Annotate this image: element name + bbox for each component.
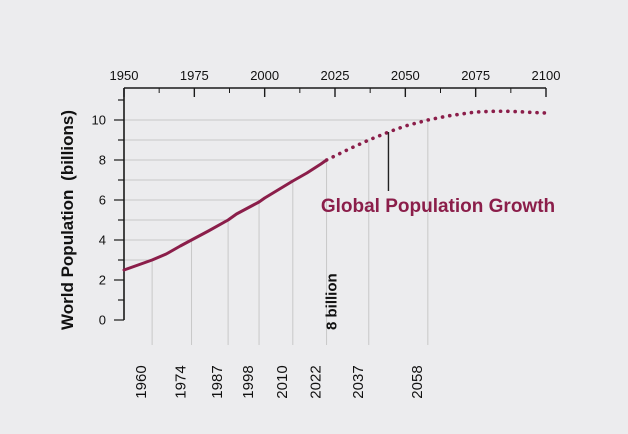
x-tick-label-2000: 2000 (250, 68, 279, 83)
y-axis-label-unit: (billions) (58, 110, 77, 181)
x-tick-label-2100: 2100 (532, 68, 561, 83)
x-axis-ticks: 1950 1975 2000 2025 2050 2075 2100 (110, 68, 561, 97)
annotation-group: Global Population Growth (321, 132, 555, 217)
y-tick-label-0: 0 (99, 313, 106, 328)
series-line-historical (122, 158, 329, 272)
x-tick-label-2075: 2075 (461, 68, 490, 83)
y-tick-label-2: 2 (99, 273, 106, 288)
y-axis-label-main: World Population (58, 190, 77, 330)
milestone-highlight-label: 8 billion (324, 273, 341, 330)
series-line-projection (324, 109, 548, 162)
series-group (122, 109, 548, 272)
milestone-labels: 1960 1974 1987 1998 2010 2022 2037 2058 8 billio… (133, 273, 426, 398)
milestone-year-1998: 1998 (240, 365, 257, 398)
y-tick-label-6: 6 (99, 193, 106, 208)
milestone-year-2022: 2022 (308, 365, 325, 398)
milestone-year-1960: 1960 (133, 365, 150, 398)
milestone-year-1974: 1974 (173, 365, 190, 398)
milestone-year-1987: 1987 (209, 365, 226, 398)
annotation-label: Global Population Growth (321, 196, 555, 217)
x-tick-label-2025: 2025 (321, 68, 350, 83)
milestone-year-2037: 2037 (350, 365, 367, 398)
milestone-year-2058: 2058 (409, 365, 426, 398)
guide-lines (124, 119, 429, 345)
y-axis-label: World Population (billions) (58, 110, 77, 330)
x-tick-label-1975: 1975 (180, 68, 209, 83)
x-tick-label-2050: 2050 (391, 68, 420, 83)
y-tick-label-10: 10 (92, 113, 106, 128)
y-axis-ticks: 0 2 4 6 8 10 (92, 99, 124, 328)
x-tick-label-1950: 1950 (110, 68, 139, 83)
milestone-year-2010: 2010 (274, 365, 291, 398)
y-tick-label-4: 4 (99, 233, 106, 248)
y-tick-label-8: 8 (99, 153, 106, 168)
